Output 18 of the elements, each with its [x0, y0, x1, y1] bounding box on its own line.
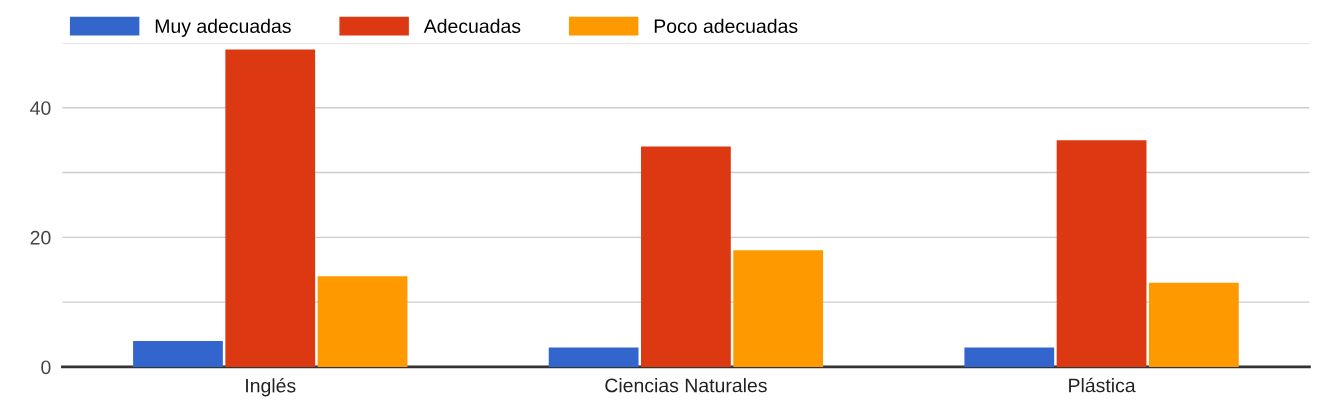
- bar: [964, 347, 1055, 367]
- bar: [641, 146, 731, 367]
- legend-label: Poco adecuadas: [654, 18, 798, 34]
- bar: [548, 347, 639, 367]
- x-tick-label: Ciencias Naturales: [605, 378, 767, 393]
- bar: [1056, 140, 1147, 367]
- y-tick-label: 40: [30, 101, 51, 115]
- bar: [225, 49, 316, 367]
- x-tick-label: Inglés: [246, 378, 296, 397]
- x-tick-label: Plástica: [1069, 377, 1136, 393]
- bar: [133, 341, 223, 367]
- y-tick-label: 20: [30, 230, 51, 245]
- bar: [317, 276, 408, 367]
- legend-label: Muy adecuadas: [155, 18, 291, 37]
- y-tick-label: 0: [41, 360, 51, 375]
- legend-label: Adecuadas: [423, 18, 521, 34]
- bar: [733, 250, 824, 367]
- bar: [1148, 282, 1239, 367]
